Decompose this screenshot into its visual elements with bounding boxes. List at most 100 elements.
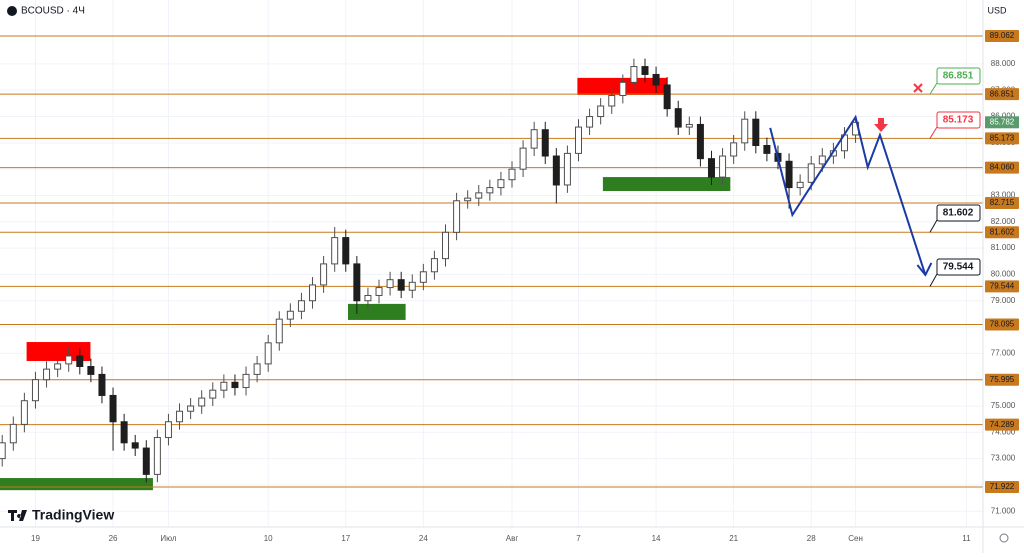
candle-body [464,197,472,202]
level-label-box [985,161,1019,174]
candle-body [164,421,172,439]
level-label: 78.095 [990,320,1015,329]
level-label: 89.062 [990,31,1015,40]
callout-box [936,67,981,85]
level-label-box [985,418,1019,431]
callout-pointer [929,219,938,233]
callout-label: 81.602 [943,208,974,219]
x-tick-label: 24 [419,534,428,543]
brand-logo: TradingView [8,507,114,523]
cancel-marker [913,83,923,93]
level-label: 86.851 [990,89,1015,98]
level-label-box [985,196,1019,209]
candle-body [31,379,39,402]
axes: 71.00072.00073.00074.00075.00076.00077.0… [31,29,1019,543]
level-label-box [985,480,1019,493]
last-price-label: 85.782 [990,117,1015,126]
y-tick-label: 80.000 [991,270,1016,279]
candle-body [752,118,760,146]
levels [0,35,983,488]
candle-body [187,405,195,412]
x-tick-label: 7 [576,534,581,543]
candle-body [519,147,527,170]
y-tick-label: 88.000 [991,59,1016,68]
candle-body [707,158,715,178]
x-tick-label: Сен [848,534,863,543]
y-tick-label: 81.000 [991,243,1016,252]
candle-body [442,231,450,260]
symbol-title[interactable]: BCOUSD · 4Ч [21,6,85,17]
callout-label: 86.851 [943,71,974,82]
candle-body [663,84,671,110]
symbol-icon [7,6,17,16]
level-label-box [985,88,1019,101]
candle-body [630,66,638,83]
candle-body [320,263,328,286]
level-label-box [985,373,1019,386]
settings-icon[interactable] [999,533,1009,543]
candle-body [9,423,17,444]
currency[interactable]: USD [987,5,1007,15]
zone [26,342,91,361]
zone [0,478,153,491]
candle-body [142,447,150,475]
x-tick-label: 26 [109,534,118,543]
candle-body [818,155,826,165]
candle-body [98,373,106,396]
candle-body [741,118,749,144]
y-tick-label: 74.000 [991,427,1016,436]
candle-body [209,389,217,399]
y-tick-label: 82.000 [991,217,1016,226]
candle-body [674,108,682,128]
level-label: 71.922 [990,482,1015,491]
candle-body [641,66,649,75]
candle-body [275,318,283,344]
x-tick-label: 19 [31,534,40,543]
brand-name: TradingView [32,507,114,523]
candle-body [652,73,660,86]
x-tick-label: Авг [506,534,519,543]
candle-body [353,263,361,302]
zone [347,303,406,320]
candle-body [619,81,627,97]
y-tick-label: 73.000 [991,454,1016,463]
candle-body [331,237,339,265]
candle-body [807,163,815,183]
candle-body [264,342,272,365]
candles [0,58,860,483]
candle-body [430,258,438,273]
candle-body [309,284,317,302]
candle-body [220,381,228,391]
candle-body [685,123,693,128]
callout-box [936,258,981,276]
last-price-box [985,116,1019,129]
level-label: 81.602 [990,227,1015,236]
candle-body [109,394,117,423]
logo-icon [8,510,27,521]
level-label-box [985,226,1019,239]
candle-body [608,95,616,107]
candle-body [586,116,594,128]
candle-body [43,368,51,381]
x-tick-label: 14 [652,534,661,543]
candle-body [574,126,582,154]
candle-body [297,300,305,312]
candle-body [20,400,28,425]
y-tick-label: 77.000 [991,348,1016,357]
candle-body [563,152,571,186]
candle-body [763,144,771,154]
level-label: 74.289 [990,420,1015,429]
candle-body [508,168,516,181]
candle-body [54,363,62,370]
level-label: 82.715 [990,198,1015,207]
x-tick-label: 10 [264,534,273,543]
level-label-box [985,29,1019,42]
projection-arrowhead [916,262,933,277]
level-label-box [985,132,1019,145]
callout-pointer [929,273,938,287]
candle-body [231,381,239,389]
candle-body [696,123,704,160]
x-tick-label: 11 [962,534,971,543]
y-tick-label: 71.000 [991,506,1016,515]
